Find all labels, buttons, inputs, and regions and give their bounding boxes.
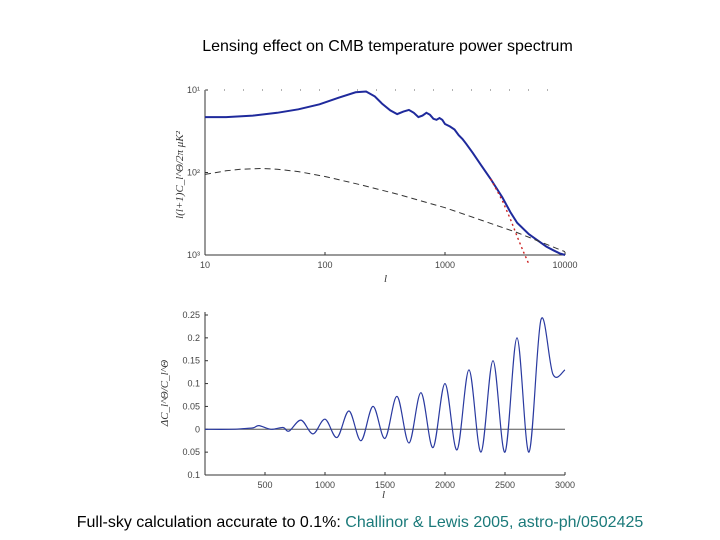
bottom-x-tick-label: 500 [257, 480, 272, 490]
top-y-label: l(l+1)C_l^Θ/2π μK² [174, 130, 186, 219]
chart-title: Lensing effect on CMB temperature power … [202, 38, 573, 55]
bottom-y-label: ΔC_l^Θ/C_l^Θ [159, 360, 171, 428]
top-x-tick-label: 100 [317, 260, 332, 270]
caption-text: Full-sky calculation accurate to 0.1%: [76, 514, 341, 531]
bottom-x-tick-label: 2500 [495, 480, 515, 490]
top-x-label: l [384, 273, 387, 285]
bottom-x-tick-label: 3000 [555, 480, 575, 490]
unlensed-curve [489, 178, 530, 265]
top-x-tick-label: 10 [200, 260, 210, 270]
bottom-y-tick-label: 0.1 [187, 379, 200, 389]
caption-reference[interactable]: Challinor & Lewis 2005, astro-ph/0502425 [345, 514, 644, 531]
bottom-series [204, 317, 566, 453]
top-panel: 10 100 1000 10000 10¹ 10² 10³ l l(l+1)C_l^Θ/2π… [174, 85, 578, 285]
potential-curve [204, 167, 566, 253]
bottom-y-tick-label: 0 [195, 424, 200, 434]
top-ticks: 10 100 1000 10000 10¹ 10² 10³ [187, 85, 578, 270]
bottom-x-label: l [382, 489, 385, 501]
bottom-panel: 500 1000 1500 2000 2500 3000 0.25 0.2 0.15 0.1 0.0… [159, 310, 575, 501]
bottom-x-tick-label: 1000 [315, 480, 335, 490]
bottom-y-tick-label: 0.1 [187, 470, 200, 480]
top-y-tick-label: 10² [187, 168, 200, 178]
bottom-y-tick-label: 0.05 [182, 447, 200, 457]
bottom-x-tick-label: 2000 [435, 480, 455, 490]
lensed-curve [205, 90, 566, 256]
top-x-tick-label: 1000 [435, 260, 455, 270]
bottom-y-tick-label: 0.15 [182, 356, 200, 366]
bottom-y-tick-label: 0.25 [182, 310, 200, 320]
top-x-tick-label: 10000 [552, 260, 577, 270]
caption: Full-sky calculation accurate to 0.1%: C… [0, 514, 720, 532]
bottom-y-tick-label: 0.05 [182, 401, 200, 411]
bottom-x-tick-label: 1500 [375, 480, 395, 490]
bottom-y-tick-label: 0.2 [187, 333, 200, 343]
top-y-tick-label: 10¹ [187, 85, 200, 95]
difference-curve [204, 317, 566, 453]
bottom-ticks: 500 1000 1500 2000 2500 3000 0.25 0.2 0.15 0.1 0.0… [182, 310, 575, 490]
top-y-tick-label: 10³ [187, 250, 200, 260]
top-series [204, 90, 566, 265]
